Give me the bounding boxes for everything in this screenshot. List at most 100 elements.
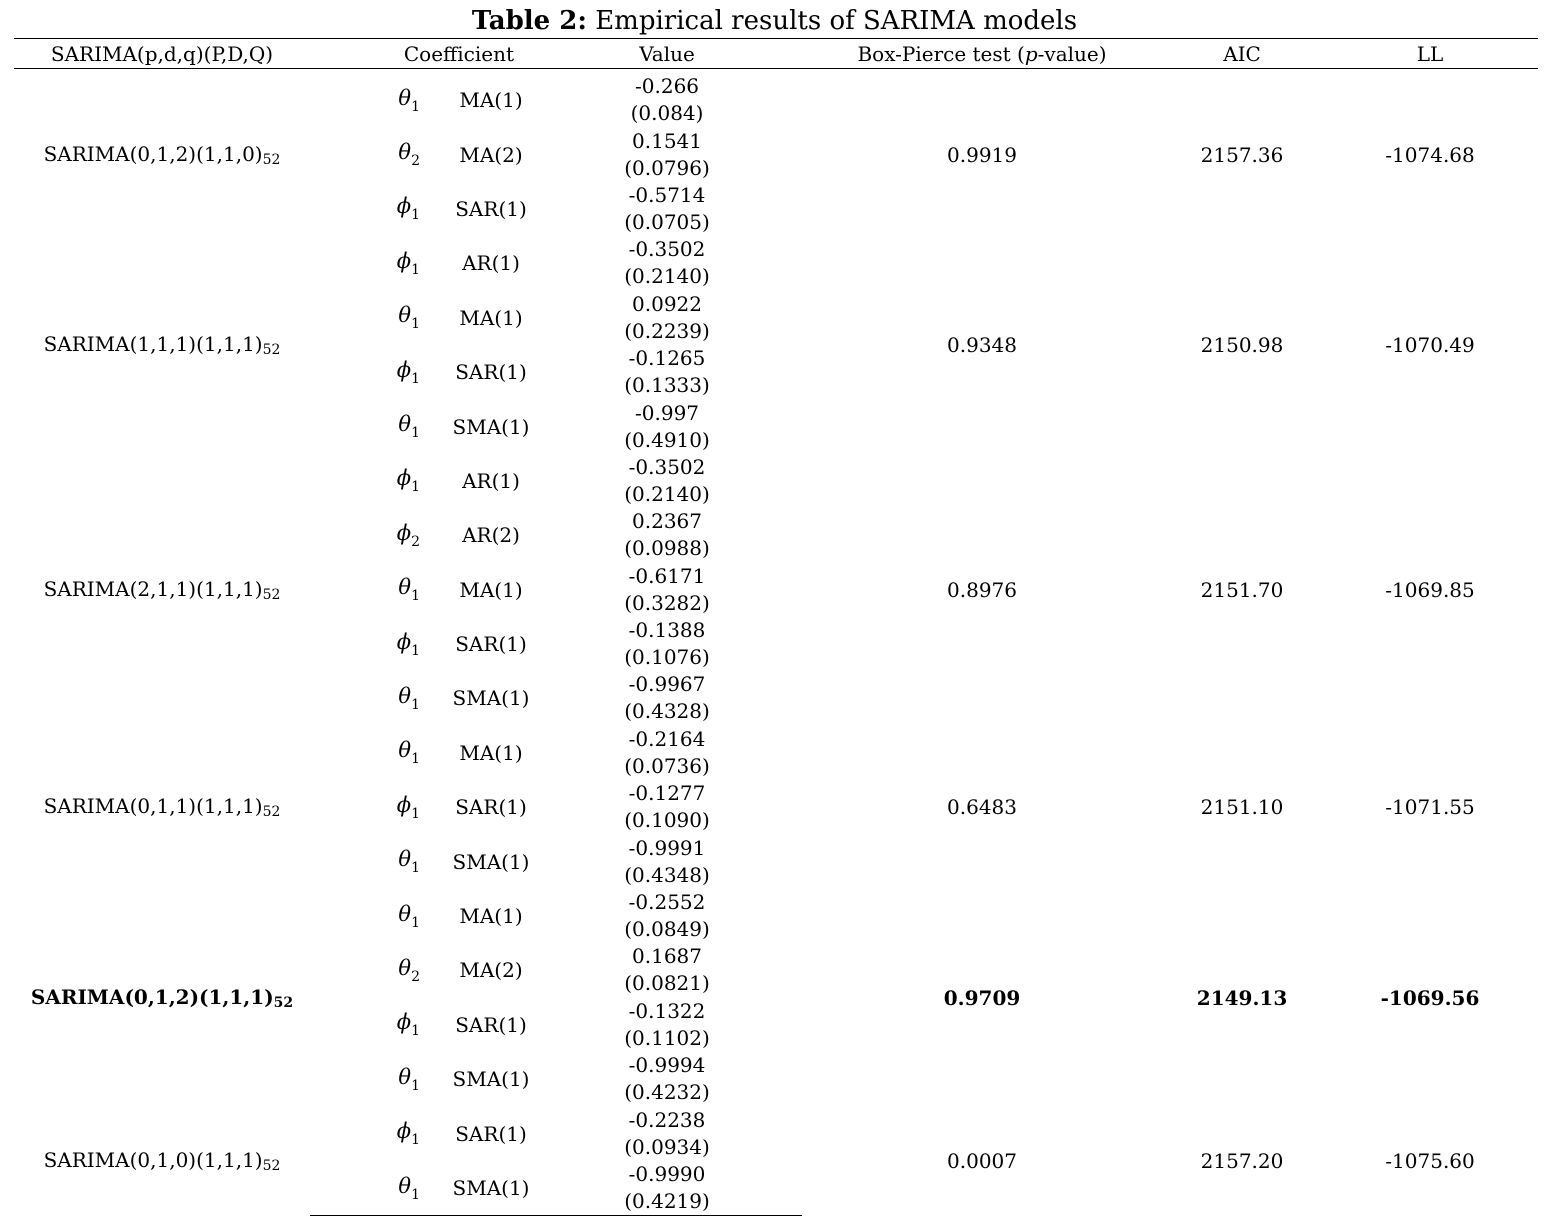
aic-cell: 2151.70 xyxy=(1200,577,1284,602)
model-name-cell: SARIMA(0,1,0)(1,1,1)52 xyxy=(14,1106,310,1215)
estimate: -0.1388 xyxy=(628,618,706,643)
symbol-index: 1 xyxy=(411,588,420,605)
symbol-index: 1 xyxy=(411,696,420,713)
aic-cell: 2151.10 xyxy=(1200,795,1284,820)
symbol-index: 1 xyxy=(411,805,420,822)
symbol-letter: θ xyxy=(398,738,412,763)
estimate: -0.3502 xyxy=(628,237,706,262)
standard-error: (0.4328) xyxy=(624,699,710,724)
table-row: θ1 SMA(1) -0.9990 (0.4219) xyxy=(14,1160,1538,1217)
coefficient-value: -0.2552 (0.0849) xyxy=(532,889,802,943)
ll-cell: -1069.56 xyxy=(1380,985,1480,1010)
symbol-letter: θ xyxy=(398,683,412,708)
table-caption: Table 2: Empirical results of SARIMA mod… xyxy=(0,4,1549,38)
estimate: -0.6171 xyxy=(628,563,706,588)
model-name: SARIMA(2,1,1)(1,1,1) xyxy=(43,576,263,601)
standard-error: (0.3282) xyxy=(624,590,710,615)
coefficient-symbol: ϕ1 xyxy=(310,345,420,399)
estimate: -0.5714 xyxy=(628,182,706,207)
symbol-letter: ϕ xyxy=(396,248,412,273)
coefficient-value: -0.1277 (0.1090) xyxy=(532,780,802,834)
table-row: θ1 MA(1) -0.6171 (0.3282) xyxy=(14,563,1538,617)
model-season: 52 xyxy=(262,341,281,358)
coefficient-value: -0.1322 (0.1102) xyxy=(532,998,802,1052)
coefficient-term: SMA(1) xyxy=(452,1067,530,1092)
box-pierce-cell: 0.9348 xyxy=(947,332,1017,357)
symbol-index: 2 xyxy=(411,533,420,550)
coefficient-symbol: ϕ1 xyxy=(310,1106,420,1160)
standard-error: (0.1090) xyxy=(624,808,710,833)
model-name-cell: SARIMA(2,1,1)(1,1,1)52 xyxy=(14,454,310,726)
coefficient-term: MA(2) xyxy=(459,142,523,167)
header-box-pierce: Box-Pierce test (p-value) xyxy=(802,38,1163,69)
estimate: -0.3502 xyxy=(628,454,706,479)
box-pierce-cell: 0.0007 xyxy=(947,1149,1017,1174)
aic-cell: 2149.13 xyxy=(1196,985,1288,1010)
header-ll: LL xyxy=(1322,38,1539,69)
table-row: θ2 MA(2) 0.1687 (0.0821) xyxy=(14,943,1538,997)
model-name-cell: SARIMA(0,1,1)(1,1,1)52 xyxy=(14,726,310,889)
coefficient-symbol: ϕ1 xyxy=(310,998,420,1052)
symbol-letter: ϕ xyxy=(396,1119,412,1144)
symbol-index: 1 xyxy=(411,642,420,659)
symbol-letter: θ xyxy=(398,85,412,110)
standard-error: (0.0849) xyxy=(624,917,710,942)
box-pierce-cell: 0.9709 xyxy=(943,985,1021,1010)
standard-error: (0.1076) xyxy=(624,645,710,670)
symbol-index: 1 xyxy=(411,860,420,877)
box-pierce-cell: 0.9919 xyxy=(947,142,1017,167)
symbol-index: 1 xyxy=(411,261,420,278)
standard-error: (0.2140) xyxy=(624,481,710,506)
coefficient-term: MA(1) xyxy=(459,740,523,765)
coefficient-symbol: θ2 xyxy=(310,127,420,181)
coefficient-term: MA(2) xyxy=(459,958,523,983)
table-row: ϕ2 AR(2) 0.2367 (0.0988) xyxy=(14,508,1538,562)
coefficient-symbol: ϕ1 xyxy=(310,617,420,671)
model-name: SARIMA(0,1,2)(1,1,0) xyxy=(43,141,263,166)
coefficient-term: AR(1) xyxy=(462,468,520,493)
coefficient-term: SAR(1) xyxy=(455,795,527,820)
standard-error: (0.084) xyxy=(630,101,704,126)
standard-error: (0.0736) xyxy=(624,753,710,778)
coefficient-term: SMA(1) xyxy=(420,1160,533,1217)
standard-error: (0.4219) xyxy=(624,1189,710,1213)
coefficient-symbol: θ2 xyxy=(310,943,420,997)
table-row: SARIMA(2,1,1)(1,1,1)52 ϕ1 AR(1) -0.3502 (0.2… xyxy=(14,454,1538,603)
standard-error: (0.2239) xyxy=(624,318,710,343)
model-season: 52 xyxy=(262,804,281,821)
model-season: 52 xyxy=(262,1158,281,1175)
standard-error: (0.4232) xyxy=(624,1080,710,1105)
table-row: ϕ1 SAR(1) -0.1277 (0.1090) xyxy=(14,780,1538,834)
header-row: SARIMA(p,d,q)(P,D,Q) Coefficient Value B… xyxy=(14,38,1539,69)
symbol-letter: ϕ xyxy=(396,357,412,382)
symbol-index: 1 xyxy=(411,1132,420,1149)
symbol-letter: θ xyxy=(398,1064,412,1089)
standard-error: (0.0821) xyxy=(624,971,710,996)
coefficient-symbol: θ1 xyxy=(310,1052,420,1106)
coefficient-symbol: θ1 xyxy=(310,563,420,617)
coefficient-symbol: ϕ2 xyxy=(310,508,420,562)
coefficient-term: SAR(1) xyxy=(455,1012,527,1037)
model-season: 52 xyxy=(262,586,281,603)
ll-cell: -1074.68 xyxy=(1385,142,1475,167)
estimate: 0.1541 xyxy=(632,128,702,153)
estimate: 0.1687 xyxy=(632,944,702,969)
symbol-index: 1 xyxy=(411,207,420,224)
coefficient-value: -0.6171 (0.3282) xyxy=(532,563,802,617)
estimate: -0.2164 xyxy=(628,726,706,751)
symbol-letter: θ xyxy=(398,847,412,872)
aic-cell: 2157.20 xyxy=(1200,1149,1284,1174)
table-row: θ1 SMA(1) -0.9994 (0.4232) xyxy=(14,1052,1538,1106)
coefficient-term: SMA(1) xyxy=(452,686,530,711)
model-name: SARIMA(0,1,1)(1,1,1) xyxy=(43,794,263,819)
coefficient-symbol: θ1 xyxy=(310,726,420,780)
symbol-index: 1 xyxy=(411,1186,420,1203)
model-name: SARIMA(0,1,2)(1,1,1) xyxy=(30,984,274,1009)
coefficient-symbol: θ1 xyxy=(310,291,420,345)
standard-error: (0.2140) xyxy=(624,264,710,289)
symbol-letter: θ xyxy=(398,901,412,926)
header-value: Value xyxy=(532,38,803,69)
model-name: SARIMA(0,1,0)(1,1,1) xyxy=(43,1148,263,1173)
symbol-letter: θ xyxy=(398,303,412,328)
coefficient-symbol: θ1 xyxy=(310,399,420,453)
